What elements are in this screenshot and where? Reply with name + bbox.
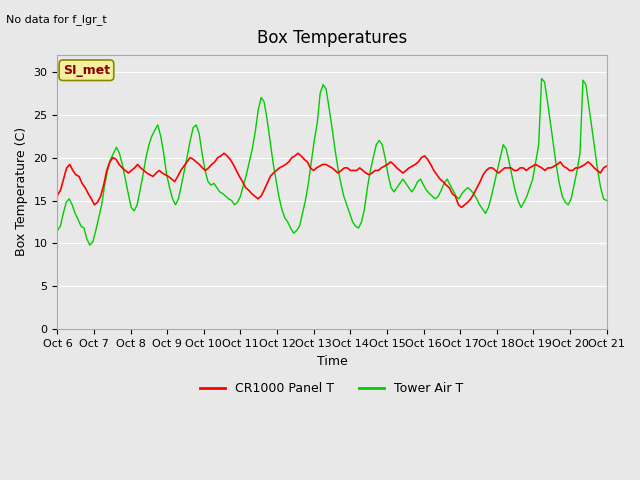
X-axis label: Time: Time xyxy=(317,355,348,368)
Tower Air T xyxy=(417,176,424,182)
Tower Air T xyxy=(74,216,82,222)
Tower Air T xyxy=(322,86,330,92)
Tower Air T xyxy=(54,228,61,233)
CR1000 Panel T xyxy=(458,204,465,210)
Line: CR1000 Panel T: CR1000 Panel T xyxy=(58,153,607,207)
Text: SI_met: SI_met xyxy=(63,64,110,77)
CR1000 Panel T xyxy=(152,170,160,176)
Text: No data for f_lgr_t: No data for f_lgr_t xyxy=(6,14,107,25)
CR1000 Panel T xyxy=(100,182,108,188)
Line: Tower Air T: Tower Air T xyxy=(58,79,607,245)
CR1000 Panel T xyxy=(298,153,305,159)
CR1000 Panel T xyxy=(54,192,61,198)
CR1000 Panel T xyxy=(211,159,219,165)
Tower Air T xyxy=(538,76,545,82)
Title: Box Temperatures: Box Temperatures xyxy=(257,29,407,48)
Tower Air T xyxy=(86,242,93,248)
CR1000 Panel T xyxy=(106,159,114,165)
Tower Air T xyxy=(603,198,611,204)
Tower Air T xyxy=(175,196,182,202)
CR1000 Panel T xyxy=(603,163,611,169)
CR1000 Panel T xyxy=(470,191,477,196)
Y-axis label: Box Temperature (C): Box Temperature (C) xyxy=(15,127,28,256)
CR1000 Panel T xyxy=(220,150,228,156)
Tower Air T xyxy=(499,142,507,147)
Legend: CR1000 Panel T, Tower Air T: CR1000 Panel T, Tower Air T xyxy=(195,377,468,400)
Tower Air T xyxy=(506,159,513,165)
